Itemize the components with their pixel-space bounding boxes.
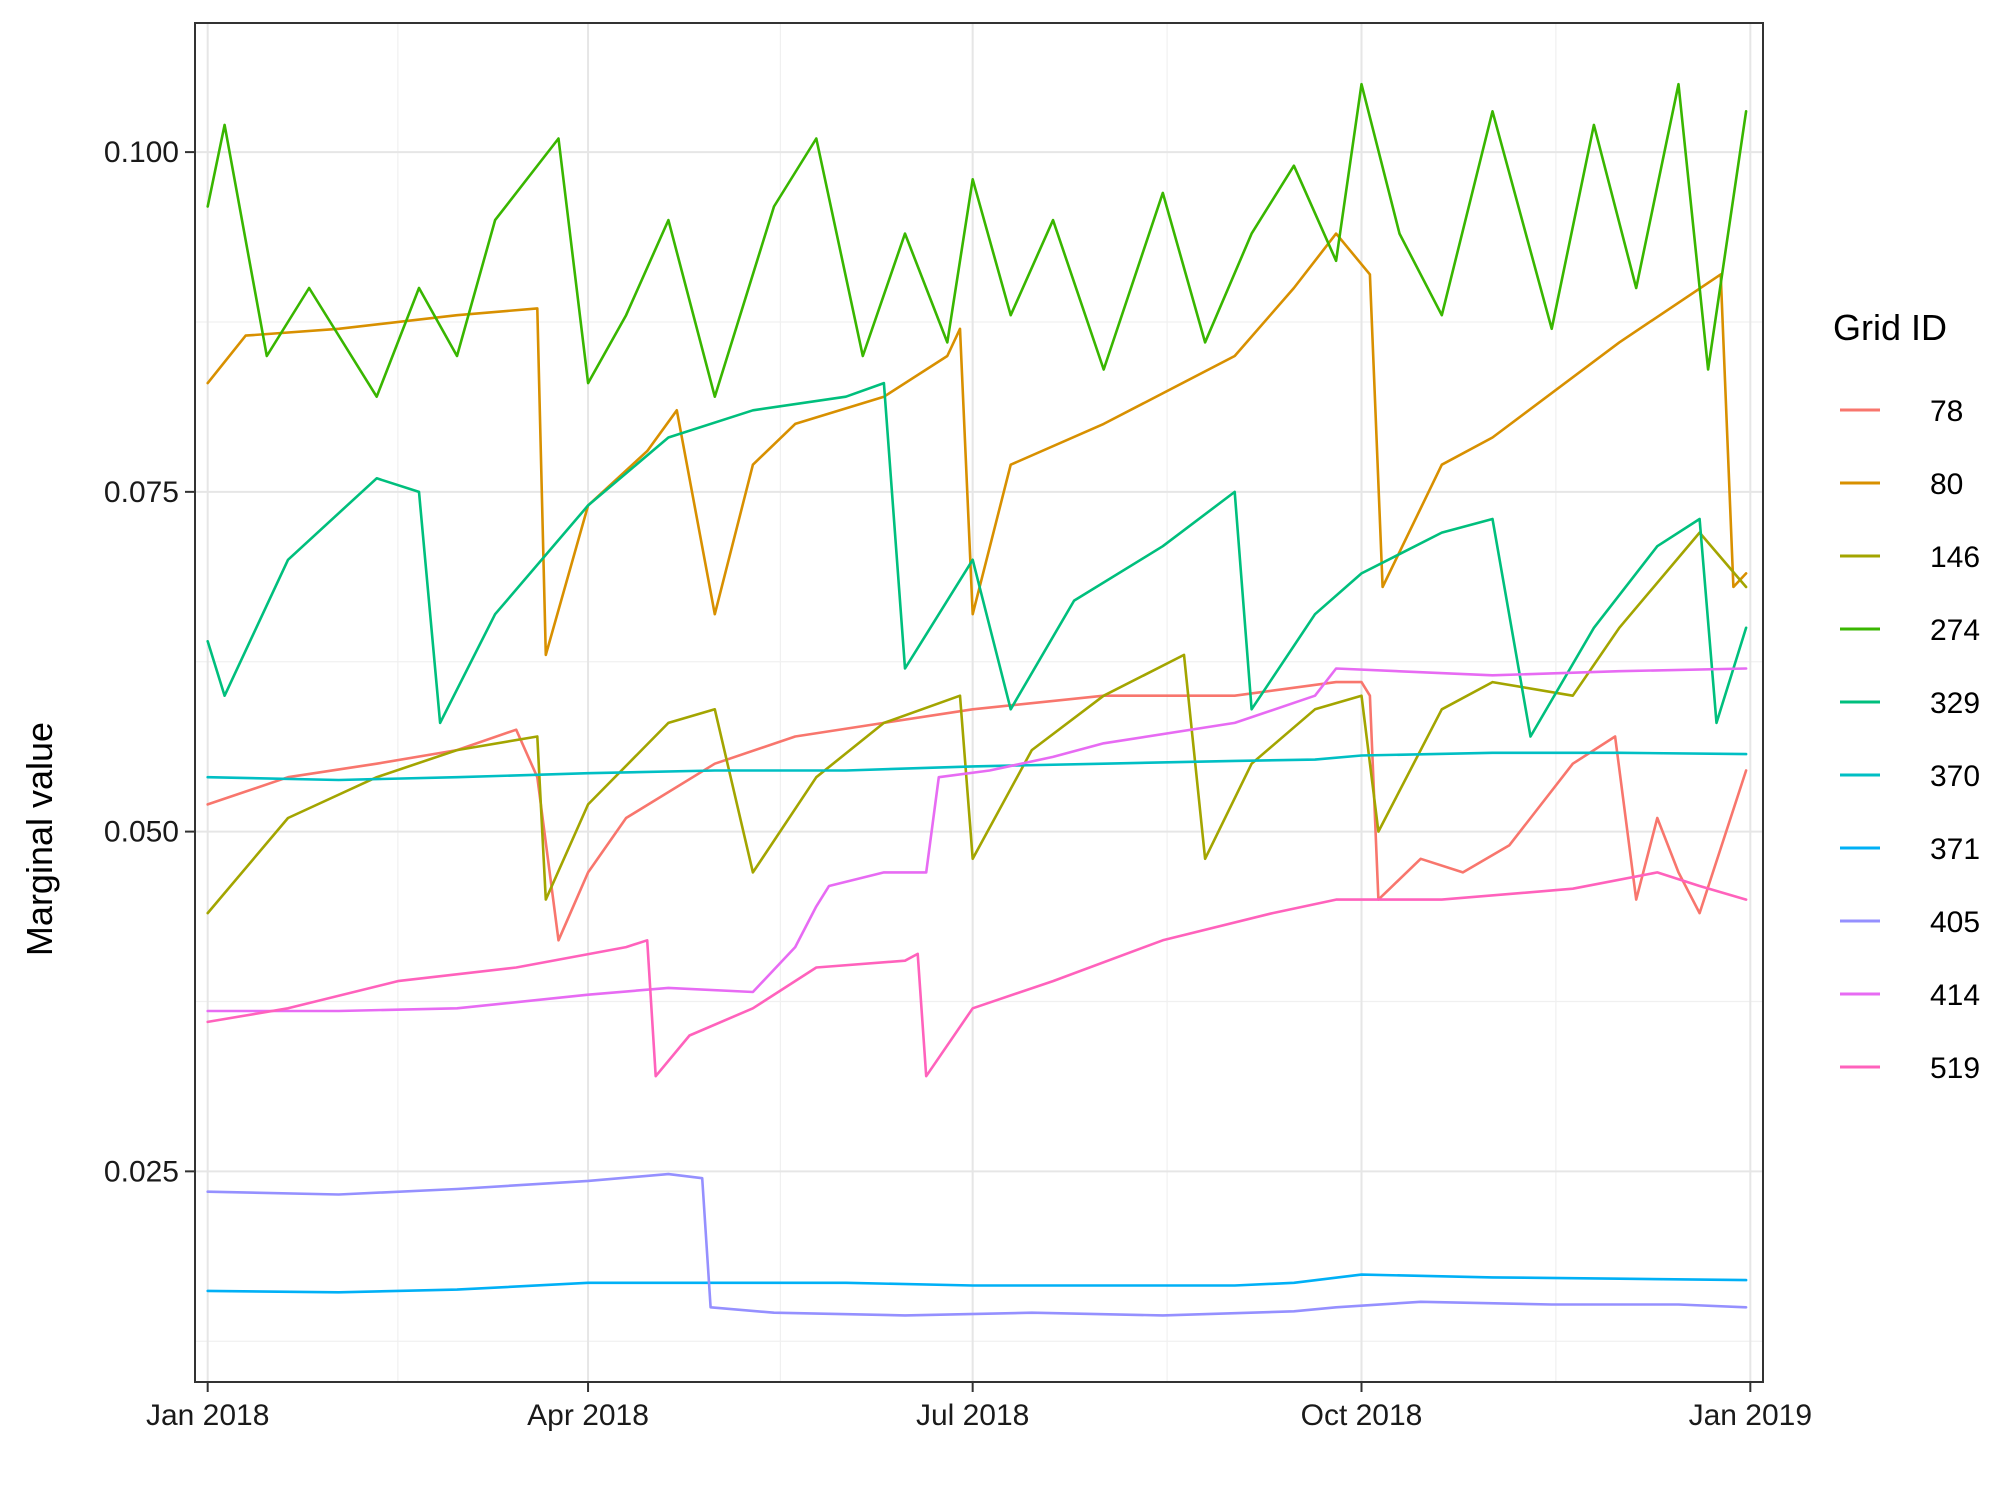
legend-label-80: 80 [1930,468,1963,501]
y-tick-label: 0.025 [104,1155,179,1188]
series-line-414 [206,667,1748,1013]
major-gridlines [195,23,1763,1382]
y-tick-label: 0.075 [104,476,179,509]
legend-label-370: 370 [1930,760,1980,793]
x-tick-label: Jul 2018 [916,1399,1029,1432]
legend-label-519: 519 [1930,1052,1980,1085]
series-line-329 [206,381,1748,738]
series-line-370 [206,751,1748,782]
panel-border [194,22,1764,1383]
series-lines [206,82,1748,1317]
legend-label-371: 371 [1930,833,1980,866]
legend-label-78: 78 [1930,395,1963,428]
legend-title: Grid ID [1833,307,1947,348]
x-tick-label: Oct 2018 [1301,1399,1423,1432]
y-axis: 0.025 0.050 0.075 0.100 [104,136,195,1188]
x-tick-label: Jan 2018 [146,1399,269,1432]
y-tick-label: 0.050 [104,816,179,849]
legend-label-414: 414 [1930,979,1980,1012]
series-line-405 [206,1172,1748,1317]
series-line-274 [206,82,1748,398]
series-line-80 [206,232,1748,657]
series-line-519 [206,871,1748,1078]
legend: Grid ID 78 80 146 274 329 370 371 405 414 519 [1833,307,1980,1085]
series-line-371 [206,1273,1748,1294]
y-axis-title: Marginal value [19,722,60,956]
x-tick-label: Apr 2018 [527,1399,649,1432]
legend-label-405: 405 [1930,906,1980,939]
y-tick-label: 0.100 [104,136,179,169]
series-line-78 [206,680,1748,942]
legend-items: 78 80 146 274 329 370 371 405 414 519 [1840,395,1980,1085]
legend-label-329: 329 [1930,687,1980,720]
x-axis: Jan 2018 Apr 2018 Jul 2018 Oct 2018 Jan 2019 [146,1382,1812,1432]
x-tick-label: Jan 2019 [1689,1399,1812,1432]
series-line-146 [206,531,1748,915]
legend-label-274: 274 [1930,614,1980,647]
legend-label-146: 146 [1930,541,1980,574]
minor-gridlines [195,23,1763,1382]
